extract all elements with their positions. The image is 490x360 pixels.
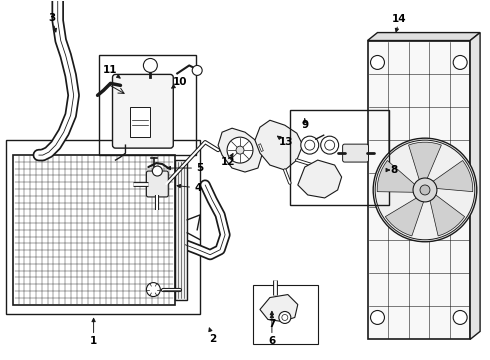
Text: 7: 7 — [268, 319, 275, 329]
Circle shape — [375, 140, 475, 240]
Circle shape — [147, 283, 160, 297]
Polygon shape — [13, 155, 175, 305]
Circle shape — [321, 136, 339, 154]
Polygon shape — [430, 194, 465, 236]
Polygon shape — [432, 161, 473, 192]
FancyBboxPatch shape — [343, 144, 368, 162]
Bar — [253, 285, 318, 345]
Text: 12: 12 — [221, 157, 235, 167]
Text: 13: 13 — [279, 137, 293, 147]
Polygon shape — [377, 161, 416, 192]
FancyBboxPatch shape — [147, 171, 168, 197]
Circle shape — [236, 146, 244, 154]
Circle shape — [413, 178, 437, 202]
Polygon shape — [368, 32, 480, 41]
Text: 6: 6 — [268, 336, 275, 346]
Circle shape — [282, 315, 288, 320]
Circle shape — [373, 138, 477, 242]
Circle shape — [152, 166, 162, 176]
Text: 1: 1 — [90, 336, 97, 346]
Bar — [6, 140, 200, 315]
Bar — [290, 110, 390, 205]
Circle shape — [279, 311, 291, 323]
Circle shape — [420, 185, 430, 195]
Text: 2: 2 — [210, 334, 217, 345]
Text: 4: 4 — [195, 183, 202, 193]
Text: 11: 11 — [103, 66, 118, 76]
Circle shape — [301, 136, 318, 154]
Text: 9: 9 — [301, 120, 308, 130]
Text: 14: 14 — [392, 14, 407, 24]
Bar — [130, 107, 150, 137]
FancyBboxPatch shape — [113, 75, 173, 148]
Polygon shape — [409, 142, 441, 181]
Polygon shape — [385, 197, 424, 236]
Circle shape — [453, 55, 467, 69]
Text: 8: 8 — [391, 165, 398, 175]
Circle shape — [453, 310, 467, 324]
Bar — [175, 160, 187, 300]
Polygon shape — [218, 128, 262, 172]
Polygon shape — [470, 32, 480, 339]
Text: 5: 5 — [196, 163, 204, 173]
Circle shape — [370, 310, 385, 324]
Circle shape — [192, 66, 202, 75]
Bar — [368, 41, 470, 339]
Polygon shape — [255, 120, 303, 170]
Polygon shape — [260, 294, 298, 321]
Circle shape — [325, 140, 335, 150]
Circle shape — [227, 137, 253, 163]
Text: 10: 10 — [173, 77, 188, 87]
Circle shape — [370, 55, 385, 69]
Text: 3: 3 — [48, 13, 55, 23]
Circle shape — [144, 58, 157, 72]
Bar — [98, 55, 196, 155]
Circle shape — [305, 140, 315, 150]
Polygon shape — [298, 160, 342, 198]
